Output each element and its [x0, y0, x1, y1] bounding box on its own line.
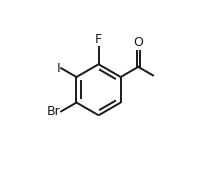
Text: Br: Br — [47, 105, 60, 118]
Text: F: F — [95, 33, 102, 46]
Text: I: I — [57, 62, 60, 75]
Text: O: O — [133, 36, 143, 49]
